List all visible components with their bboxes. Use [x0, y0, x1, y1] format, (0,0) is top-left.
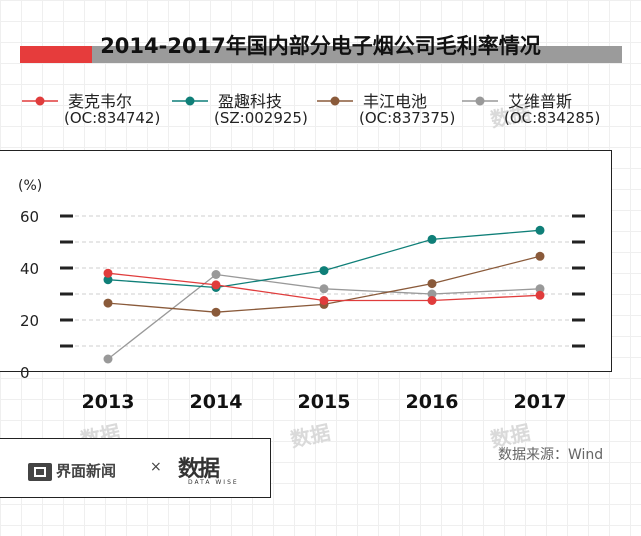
legend-code: (OC:834742)	[64, 109, 161, 127]
y-tick-label: 60	[20, 208, 39, 226]
data-point	[319, 284, 329, 294]
series-line	[107, 229, 541, 289]
data-point	[535, 251, 545, 261]
legend-code: (OC:834285)	[504, 109, 601, 127]
x-tick-label: 2013	[82, 391, 135, 413]
y-tick-label: 0	[20, 364, 30, 382]
jiemian-logo: 界面新闻	[28, 460, 116, 481]
data-point	[535, 290, 545, 300]
legend-name: 艾维普斯	[508, 92, 573, 111]
line-chart: 0 20 40 60 (%) 2013 2014 2015 2016 2017	[18, 178, 585, 413]
legend-code: (SZ:002925)	[214, 109, 308, 127]
data-point	[319, 266, 329, 276]
data-source: 数据来源：Wind	[498, 447, 604, 463]
data-point	[103, 354, 113, 364]
legend-marker	[317, 96, 353, 106]
legend-name: 丰江电池	[363, 92, 428, 111]
title-accent-gray	[92, 46, 622, 63]
data-point	[535, 225, 545, 235]
times-sign: ×	[150, 459, 162, 475]
datawise-logo: 数据	[178, 457, 220, 482]
y-tick-label: 40	[20, 260, 39, 278]
datawise-logo-sub: DATA WISE	[188, 479, 239, 486]
legend-marker	[172, 96, 208, 106]
data-point	[427, 279, 437, 289]
footer-logo-box: 界面新闻 × 数据 DATA WISE	[0, 438, 271, 498]
chart-frame	[0, 150, 612, 372]
x-tick-label: 2017	[514, 391, 567, 413]
legend-name: 盈趣科技	[218, 92, 283, 111]
data-point	[319, 296, 329, 305]
data-point	[211, 280, 221, 290]
x-tick-label: 2014	[190, 391, 243, 413]
y-tick-label: 20	[20, 312, 39, 330]
data-point	[535, 284, 545, 294]
data-point	[427, 234, 437, 244]
x-tick-label: 2016	[406, 391, 459, 413]
legend-marker	[462, 96, 498, 106]
legend-code: (OC:837375)	[359, 109, 456, 127]
data-point	[211, 307, 221, 317]
data-point	[103, 268, 113, 278]
news-icon	[28, 462, 52, 481]
y-axis-unit: (%)	[18, 178, 42, 194]
title-banner: 2014-2017年国内部分电子烟公司毛利率情况	[0, 30, 641, 64]
data-point	[211, 270, 221, 279]
x-tick-label: 2015	[298, 391, 351, 413]
title-accent-red	[20, 46, 92, 63]
jiemian-logo-text: 界面新闻	[56, 462, 117, 480]
data-point	[427, 296, 437, 305]
data-point	[103, 298, 113, 308]
legend: 麦克韦尔 (OC:834742) 盈趣科技 (SZ:002925) 丰江电池 (…	[22, 88, 632, 132]
data-point	[427, 289, 437, 299]
legend-marker	[22, 96, 58, 106]
chart-title: 2014-2017年国内部分电子烟公司毛利率情况	[100, 34, 541, 58]
legend-name: 麦克韦尔	[68, 92, 133, 111]
data-point	[103, 275, 113, 285]
